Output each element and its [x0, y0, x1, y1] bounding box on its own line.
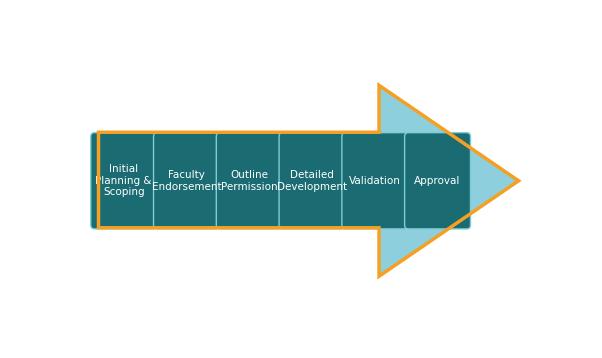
- FancyBboxPatch shape: [405, 133, 471, 229]
- Text: Outline
Permission: Outline Permission: [221, 170, 278, 192]
- FancyBboxPatch shape: [279, 133, 345, 229]
- Text: Detailed
Development: Detailed Development: [277, 170, 347, 192]
- Text: Validation: Validation: [349, 176, 401, 186]
- FancyBboxPatch shape: [154, 133, 219, 229]
- Text: Faculty
Endorsement: Faculty Endorsement: [152, 170, 222, 192]
- Text: Initial
Planning &
Scoping: Initial Planning & Scoping: [96, 164, 152, 197]
- FancyBboxPatch shape: [342, 133, 408, 229]
- FancyBboxPatch shape: [91, 133, 157, 229]
- Text: Approval: Approval: [414, 176, 461, 186]
- FancyBboxPatch shape: [216, 133, 282, 229]
- Polygon shape: [99, 85, 518, 276]
